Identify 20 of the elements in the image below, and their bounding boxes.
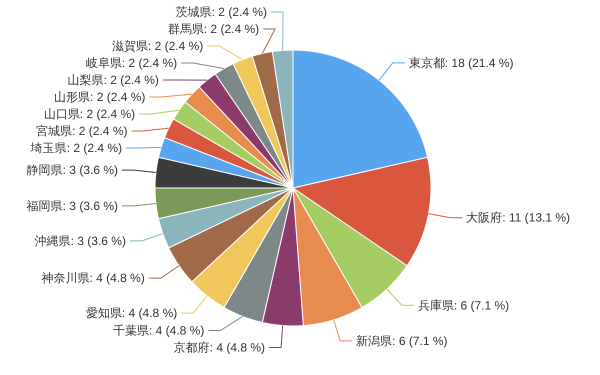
slice-label: 滋賀県: 2 (2.4 %): [112, 39, 204, 53]
slice-label: 大阪府: 11 (13.1 %): [466, 210, 570, 225]
slice-label: 福岡県: 3 (3.6 %): [26, 198, 118, 213]
slice-label: 山形県: 2 (2.4 %): [54, 90, 146, 104]
slice-label: 群馬県: 2 (2.4 %): [168, 22, 260, 36]
slice-label: 兵庫県: 6 (7.1 %): [418, 298, 510, 312]
slice-label: 神奈川県: 4 (4.8 %): [41, 271, 145, 286]
slice-label: 岐阜県: 2 (2.4 %): [86, 56, 178, 70]
slice-label: 茨城県: 2 (2.4 %): [176, 5, 267, 19]
slice-label: 山梨県: 2 (2.4 %): [68, 73, 159, 87]
slice-label: 宮城県: 2 (2.4 %): [36, 124, 128, 138]
slice-label: 埼玉県: 2 (2.4 %): [30, 141, 122, 155]
slice-label: 東京都: 18 (21.4 %): [408, 56, 514, 70]
slice-label: 京都府: 4 (4.8 %): [174, 340, 266, 355]
slice-label: 沖縄県: 3 (3.6 %): [34, 234, 126, 248]
slice-label: 静岡県: 3 (3.6 %): [26, 163, 118, 178]
slice-label: 新潟県: 6 (7.1 %): [356, 334, 448, 348]
slice-label: 山口県: 2 (2.4 %): [44, 107, 136, 121]
slice-label: 千葉県: 4 (4.8 %): [112, 324, 204, 338]
slice-label: 愛知県: 4 (4.8 %): [86, 306, 178, 320]
